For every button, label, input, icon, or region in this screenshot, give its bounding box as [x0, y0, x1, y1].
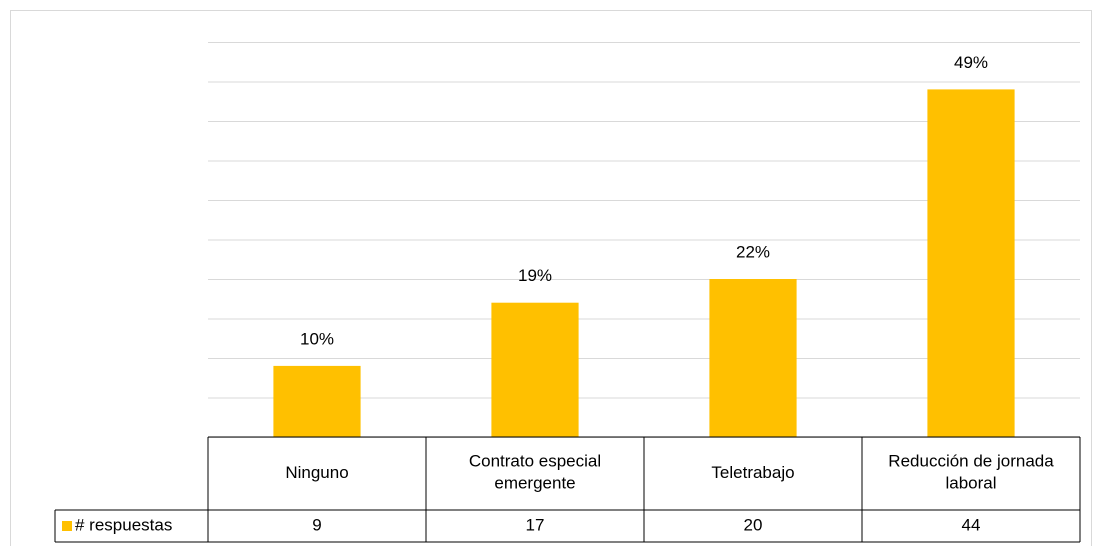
legend-swatch	[62, 521, 72, 531]
data-label: 22%	[736, 242, 770, 261]
table-value: 9	[312, 515, 321, 534]
category-label: Teletrabajo	[711, 463, 794, 482]
bar	[491, 302, 579, 437]
data-label: 49%	[954, 53, 988, 72]
category-label: Reducción de jornada laboral	[888, 452, 1054, 493]
table-value: 44	[962, 515, 981, 534]
data-label: 19%	[518, 266, 552, 285]
category-label: Contrato especial emergente	[469, 452, 601, 493]
bar	[273, 365, 361, 437]
chart-frame	[10, 10, 1092, 546]
legend-label: # respuestas	[75, 515, 172, 534]
bar	[927, 89, 1015, 438]
data-label: 10%	[300, 329, 334, 348]
category-label: Ninguno	[285, 463, 348, 482]
table-value: 17	[526, 515, 545, 534]
table-value: 20	[744, 515, 763, 534]
bar	[709, 279, 797, 437]
